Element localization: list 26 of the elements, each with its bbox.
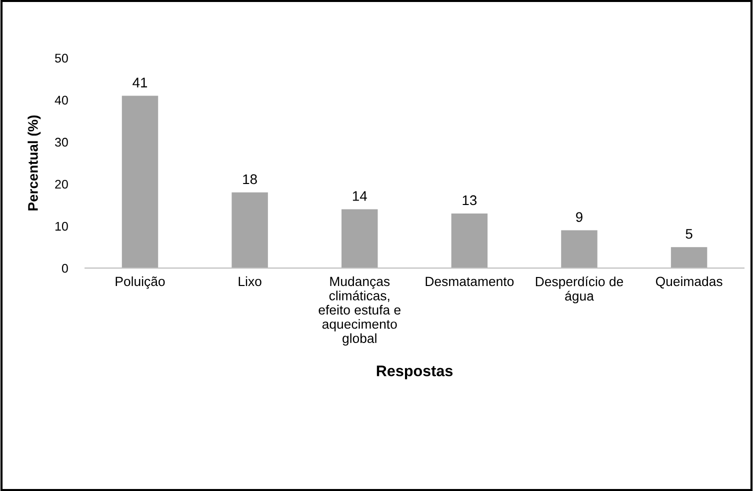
x-axis-title: Respostas bbox=[376, 366, 453, 380]
y-tick-label: 40 bbox=[54, 96, 68, 105]
y-tick-label: 10 bbox=[55, 222, 68, 231]
x-tick-label: Mudanças climáticas, efeito estufa e aquecimento global bbox=[318, 276, 400, 346]
x-tick-label: Desperdício de água bbox=[536, 276, 624, 304]
bar bbox=[122, 96, 158, 268]
y-tick-label: 50 bbox=[55, 54, 68, 63]
bar bbox=[561, 230, 598, 268]
y-tick-label: 20 bbox=[55, 180, 68, 189]
data-label: 13 bbox=[462, 195, 477, 206]
data-label: 9 bbox=[576, 212, 582, 222]
data-label: 5 bbox=[686, 229, 692, 239]
x-tick-label: Desmatamento bbox=[426, 276, 514, 286]
data-label: 14 bbox=[352, 191, 367, 201]
x-tick-label: Queimadas bbox=[656, 276, 722, 288]
data-label: 18 bbox=[243, 174, 257, 184]
bar bbox=[670, 247, 708, 268]
x-tick-label: Lixo bbox=[238, 276, 262, 286]
bar bbox=[342, 209, 378, 268]
bar bbox=[232, 192, 268, 268]
bar bbox=[451, 213, 488, 268]
y-axis-title: Percentual (%) bbox=[28, 115, 41, 210]
data-label: 41 bbox=[132, 78, 148, 88]
y-tick-label: 30 bbox=[54, 138, 68, 147]
x-tick-label: Poluição bbox=[116, 276, 165, 289]
y-tick-label: 0 bbox=[62, 264, 68, 273]
